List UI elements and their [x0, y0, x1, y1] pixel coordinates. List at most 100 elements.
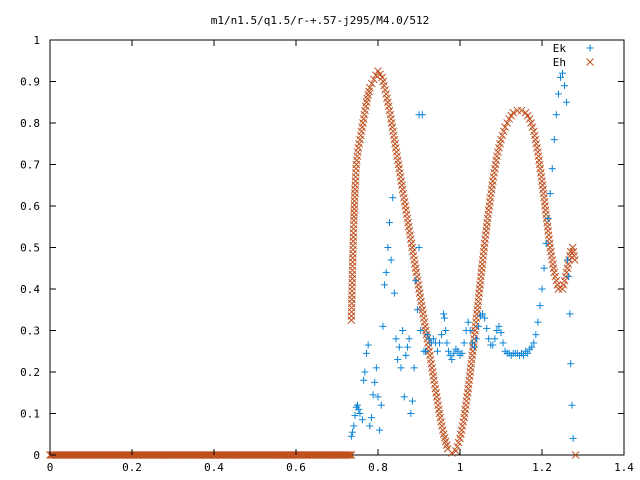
ek-point — [548, 165, 556, 173]
ek-point — [497, 329, 505, 337]
ek-point — [400, 393, 408, 401]
y-tick-label: 0.7 — [20, 159, 40, 172]
eh-point — [344, 451, 353, 459]
ek-point — [468, 339, 476, 347]
ek-point — [372, 364, 380, 372]
ek-point — [410, 364, 418, 372]
eh-point — [528, 123, 537, 132]
ek-point — [556, 73, 564, 81]
eh-point — [498, 131, 507, 140]
ek-point — [445, 347, 453, 355]
ek-point — [354, 401, 361, 409]
eh-point — [509, 108, 518, 117]
eh-point — [566, 247, 575, 256]
ek-point — [442, 327, 450, 334]
ek-point — [536, 302, 544, 310]
ek-point — [460, 339, 468, 347]
ek-point — [384, 244, 392, 251]
ek-point — [472, 335, 480, 343]
eh-point — [350, 193, 359, 202]
ek-point — [364, 341, 372, 349]
ek-point — [436, 339, 443, 347]
ek-point — [369, 391, 377, 399]
eh-point — [365, 83, 374, 92]
ek-point — [464, 318, 472, 326]
ek-point — [347, 432, 355, 440]
x-tick-label: 0 — [47, 461, 54, 474]
ek-point — [402, 351, 410, 359]
ek-point — [534, 318, 542, 326]
ek-point — [550, 136, 558, 144]
ek-point — [448, 356, 456, 364]
ek-point — [361, 368, 369, 376]
ek-point — [356, 410, 364, 417]
ek-point — [561, 82, 569, 90]
ek-point — [404, 343, 412, 351]
eh-point — [350, 204, 359, 213]
ek-point — [568, 401, 576, 409]
ek-point — [542, 239, 550, 247]
eh-point — [447, 449, 456, 457]
ek-point — [538, 285, 546, 293]
eh-point — [347, 451, 356, 459]
ek-point — [446, 351, 454, 359]
ek-point — [499, 339, 507, 347]
ek-point — [423, 331, 431, 339]
eh-point — [570, 256, 579, 264]
ek-point — [394, 356, 402, 364]
ek-point — [389, 194, 397, 202]
eh-point — [497, 135, 505, 144]
eh-point — [346, 451, 354, 459]
ek-point — [466, 327, 474, 334]
ek-point — [415, 111, 423, 119]
ek-point — [481, 314, 489, 322]
ek-point — [392, 335, 400, 343]
y-tick-label: 0.1 — [20, 408, 40, 421]
eh-point — [349, 216, 358, 225]
eh-point — [452, 446, 460, 455]
eh-point — [350, 212, 358, 221]
legend-ek-marker — [586, 44, 594, 52]
ek-point — [563, 98, 571, 106]
ek-point — [397, 364, 405, 372]
x-tick-label: 0.6 — [286, 461, 306, 474]
axis-ticks: 0 0.1 0.2 0.3 0.4 0.5 0.6 0.7 0.8 0.9 1 0 0.2 0.4 0.6 0… — [20, 34, 634, 474]
eh-point — [525, 114, 534, 123]
ek-point — [349, 428, 357, 436]
ek-point — [567, 360, 575, 368]
x-tick-label: 0.8 — [368, 461, 388, 474]
ek-point — [470, 343, 478, 351]
ek-point — [407, 410, 415, 417]
ek-point — [495, 322, 503, 330]
ek-point — [377, 401, 385, 409]
ek-point — [563, 256, 571, 264]
ek-point — [474, 322, 482, 330]
eh-point — [350, 197, 359, 205]
ek-point — [491, 335, 499, 343]
ek-point — [350, 422, 358, 430]
ek-point — [520, 351, 528, 359]
y-tick-label: 0.3 — [20, 325, 40, 338]
ek-point — [566, 310, 574, 318]
y-tick-label: 0.5 — [20, 242, 40, 255]
ek-point — [565, 273, 573, 281]
ek-point — [559, 69, 566, 77]
legend-label-eh: Eh — [553, 56, 566, 69]
ek-point — [385, 219, 393, 227]
y-tick-label: 0.4 — [20, 283, 40, 296]
ek-point — [355, 405, 363, 413]
y-tick-label: 0.8 — [20, 117, 40, 130]
eh-point — [351, 189, 359, 198]
y-tick-label: 1 — [33, 34, 40, 47]
legend-label-ek: Ek — [553, 42, 567, 55]
ek-point — [399, 327, 407, 334]
ek-point — [405, 335, 413, 343]
ek-point — [485, 335, 493, 343]
ek-point — [489, 341, 497, 349]
ek-point — [382, 268, 390, 276]
ek-point — [381, 281, 389, 289]
ek-point — [540, 264, 548, 272]
ek-point — [433, 347, 441, 355]
ek-point — [413, 306, 421, 314]
ek-point — [544, 214, 552, 222]
